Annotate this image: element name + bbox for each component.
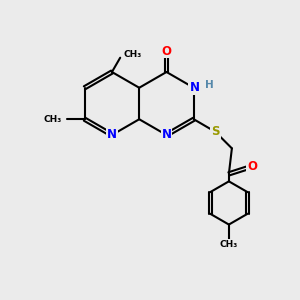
Text: S: S xyxy=(211,125,220,138)
Text: O: O xyxy=(247,160,257,173)
Text: CH₃: CH₃ xyxy=(220,240,238,249)
Text: N: N xyxy=(189,81,200,94)
Text: CH₃: CH₃ xyxy=(43,115,61,124)
Text: N: N xyxy=(161,128,172,142)
Text: H: H xyxy=(205,80,214,90)
Text: CH₃: CH₃ xyxy=(124,50,142,59)
Text: O: O xyxy=(161,44,172,58)
Text: N: N xyxy=(107,128,117,142)
